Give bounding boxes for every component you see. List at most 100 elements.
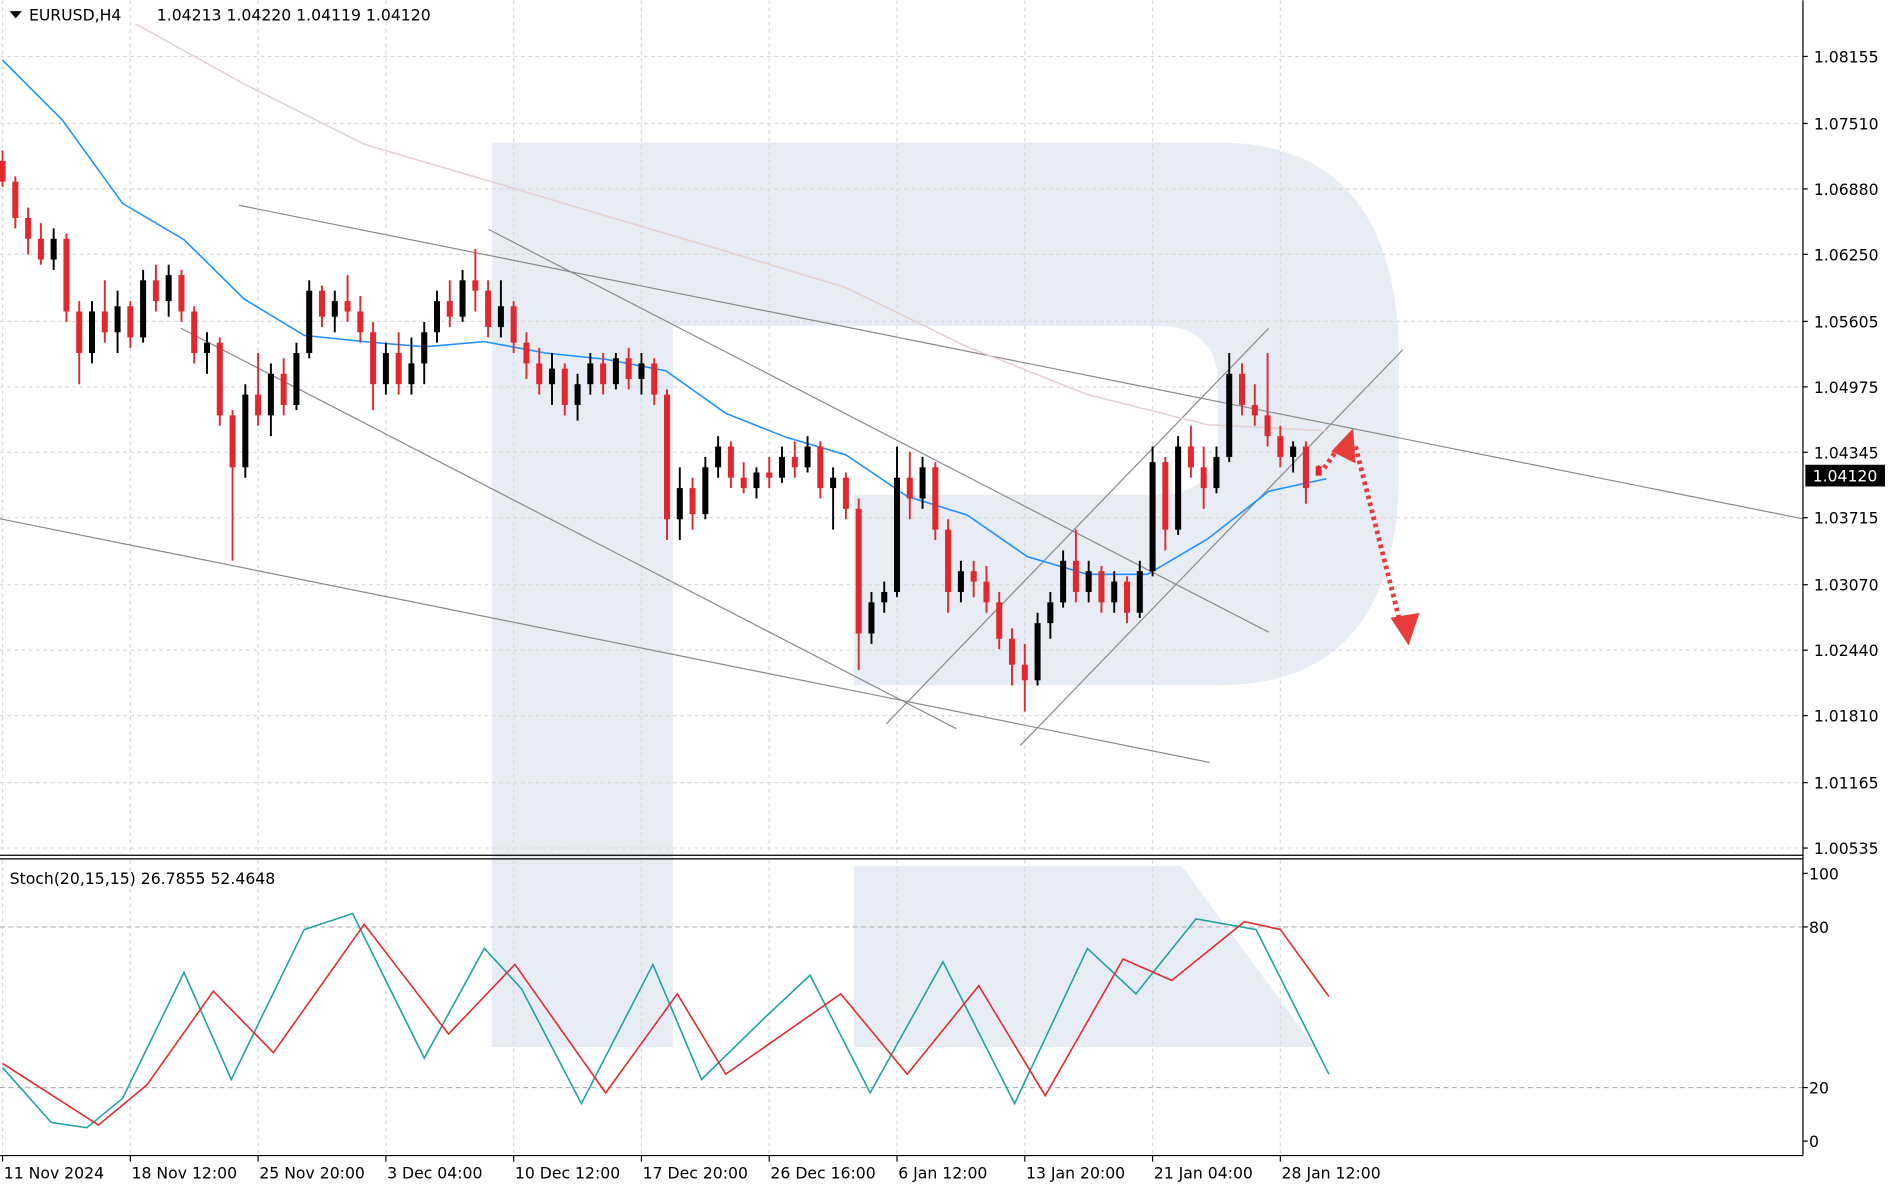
candle-body — [1290, 446, 1297, 457]
candle-body — [893, 477, 901, 592]
candle-body — [1008, 638, 1016, 665]
candle-body — [1149, 462, 1156, 572]
channel-line — [1019, 349, 1404, 746]
candle-body — [881, 591, 888, 603]
watermark-bowl — [672, 142, 1399, 686]
candle-body — [472, 280, 479, 291]
candle-body — [229, 415, 236, 468]
grid — [0, 0, 1803, 1156]
candle-body — [395, 353, 402, 385]
candle-body — [727, 446, 734, 478]
candle-body — [600, 363, 607, 385]
candle-body — [1123, 581, 1131, 613]
x-tick-label: 13 Jan 20:00 — [1026, 1163, 1125, 1182]
candle-body — [1302, 446, 1309, 489]
candle-body — [0, 160, 6, 182]
candle-body — [203, 342, 211, 354]
candle-body — [1111, 581, 1118, 603]
watermark-stem — [492, 142, 673, 1048]
candle-body — [63, 238, 70, 312]
candle-body — [25, 217, 32, 239]
candle-body — [983, 581, 990, 603]
candle-body — [804, 446, 811, 468]
candle-body — [459, 280, 466, 317]
candle-body — [970, 571, 977, 582]
candle-body — [216, 342, 223, 416]
candle-body — [906, 477, 913, 499]
candle-body — [331, 301, 338, 317]
stochastic-line — [2, 920, 1330, 1127]
candle-body — [830, 477, 837, 489]
x-tick-label: 17 Dec 20:00 — [643, 1163, 748, 1182]
candle-body — [702, 467, 709, 515]
candle-body — [255, 394, 262, 416]
candle-body — [778, 456, 786, 478]
arrow-head — [1331, 428, 1356, 464]
y-tick-label: 1.06250 — [1814, 245, 1879, 264]
candle-body — [919, 467, 926, 499]
candle-body — [344, 301, 351, 312]
candle-body — [357, 311, 364, 333]
candle-body — [1098, 571, 1105, 603]
moving-average — [1, 59, 1327, 576]
trend-line — [238, 204, 1804, 520]
candle-body — [536, 363, 543, 385]
x-tick-label: 18 Nov 12:00 — [132, 1163, 238, 1182]
candle-body — [1034, 623, 1041, 681]
candle-body — [574, 384, 581, 405]
candle-body — [587, 363, 594, 385]
candle-body — [37, 238, 44, 260]
y-tick-label: 1.02440 — [1814, 641, 1879, 660]
candle-body — [945, 529, 952, 592]
candle-body — [676, 488, 683, 520]
candle-body — [523, 342, 530, 364]
candle-body — [957, 571, 964, 592]
candle-body — [1060, 560, 1067, 603]
candle-body — [1047, 602, 1054, 624]
candle-body — [433, 301, 441, 333]
symbol-menu-icon — [9, 11, 22, 19]
candle-body — [485, 290, 492, 328]
x-tick-label: 21 Jan 04:00 — [1154, 1163, 1253, 1182]
candle-body — [88, 311, 96, 354]
y-tick-label: 1.04345 — [1814, 443, 1879, 462]
candle-body — [1175, 446, 1182, 530]
stochastic-line — [1, 912, 1330, 1129]
candle-body — [242, 394, 249, 468]
candle-body — [510, 306, 517, 343]
candle-body — [753, 472, 760, 489]
trend-lines — [0, 204, 1804, 764]
candle-body — [663, 394, 671, 520]
watermark — [492, 142, 1399, 1048]
candle-body — [12, 181, 19, 218]
ohlc-text: 1.04213 1.04220 1.04119 1.04120 — [157, 6, 431, 25]
candle-body — [612, 358, 619, 385]
candle-body — [382, 353, 389, 385]
y-tick-label: 1.04975 — [1814, 378, 1879, 397]
candle-body — [791, 456, 798, 468]
candle-body — [101, 311, 108, 333]
y-tick-label: 1.08155 — [1814, 47, 1879, 66]
channel-line — [885, 327, 1270, 725]
x-tick-label: 25 Nov 20:00 — [259, 1163, 365, 1182]
x-tick-label: 10 Dec 12:00 — [515, 1163, 620, 1182]
x-tick-label: 6 Jan 12:00 — [898, 1163, 987, 1182]
candle-body — [293, 353, 300, 405]
candle-body — [50, 238, 57, 260]
candle-body — [1213, 456, 1220, 489]
y-tick-label: 20 — [1809, 1079, 1829, 1098]
candle-body — [625, 358, 632, 380]
candle-body — [140, 280, 147, 338]
trend-line — [180, 327, 957, 730]
candle-body — [127, 306, 134, 338]
candle-body — [868, 602, 875, 634]
y-tick-label: 0 — [1809, 1132, 1819, 1151]
candle-body — [996, 602, 1003, 639]
y-tick-label: 80 — [1809, 918, 1829, 937]
current-price-box — [1805, 464, 1885, 487]
candle-body — [1264, 415, 1271, 437]
candle-body — [318, 290, 326, 317]
candle-body — [76, 311, 83, 354]
candle-body — [715, 446, 722, 468]
